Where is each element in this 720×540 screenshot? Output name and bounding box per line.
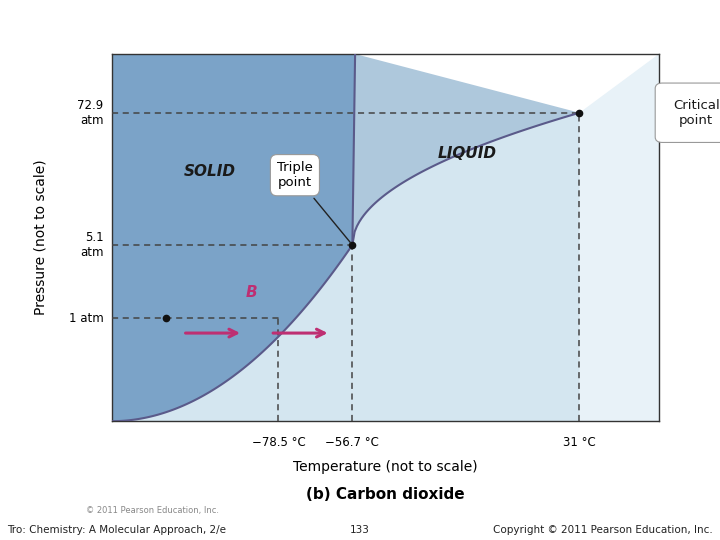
Polygon shape [112,54,355,421]
Polygon shape [580,54,659,421]
Text: Critical
point: Critical point [673,99,719,127]
Text: Temperature (not to scale): Temperature (not to scale) [293,460,477,474]
Text: 1 atm: 1 atm [68,312,104,325]
Text: LIQUID: LIQUID [438,146,497,160]
Text: SOLID: SOLID [184,164,236,179]
Text: © 2011 Pearson Education, Inc.: © 2011 Pearson Education, Inc. [86,506,220,515]
Text: Copyright © 2011 Pearson Education, Inc.: Copyright © 2011 Pearson Education, Inc. [493,525,713,535]
Text: −56.7 °C: −56.7 °C [325,436,379,449]
Text: 5.1
atm: 5.1 atm [80,231,104,259]
Text: Pressure (not to scale): Pressure (not to scale) [33,160,48,315]
Text: Tro: Chemistry: A Molecular Approach, 2/e: Tro: Chemistry: A Molecular Approach, 2/… [7,525,226,535]
Text: −78.5 °C: −78.5 °C [251,436,305,449]
Text: Triple
point: Triple point [277,161,351,243]
Text: 133: 133 [350,525,370,535]
Polygon shape [112,113,659,421]
Polygon shape [352,54,580,245]
Text: (b) Carbon dioxide: (b) Carbon dioxide [306,487,464,502]
Text: 72.9
atm: 72.9 atm [77,99,104,127]
Text: 31 °C: 31 °C [563,436,596,449]
Text: B: B [246,285,257,300]
